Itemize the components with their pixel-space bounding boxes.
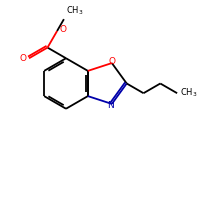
Text: O: O xyxy=(19,54,26,63)
Text: O: O xyxy=(59,25,66,34)
Text: N: N xyxy=(108,101,114,110)
Text: O: O xyxy=(109,57,116,66)
Text: CH$_3$: CH$_3$ xyxy=(180,87,198,99)
Text: CH$_3$: CH$_3$ xyxy=(66,5,83,17)
